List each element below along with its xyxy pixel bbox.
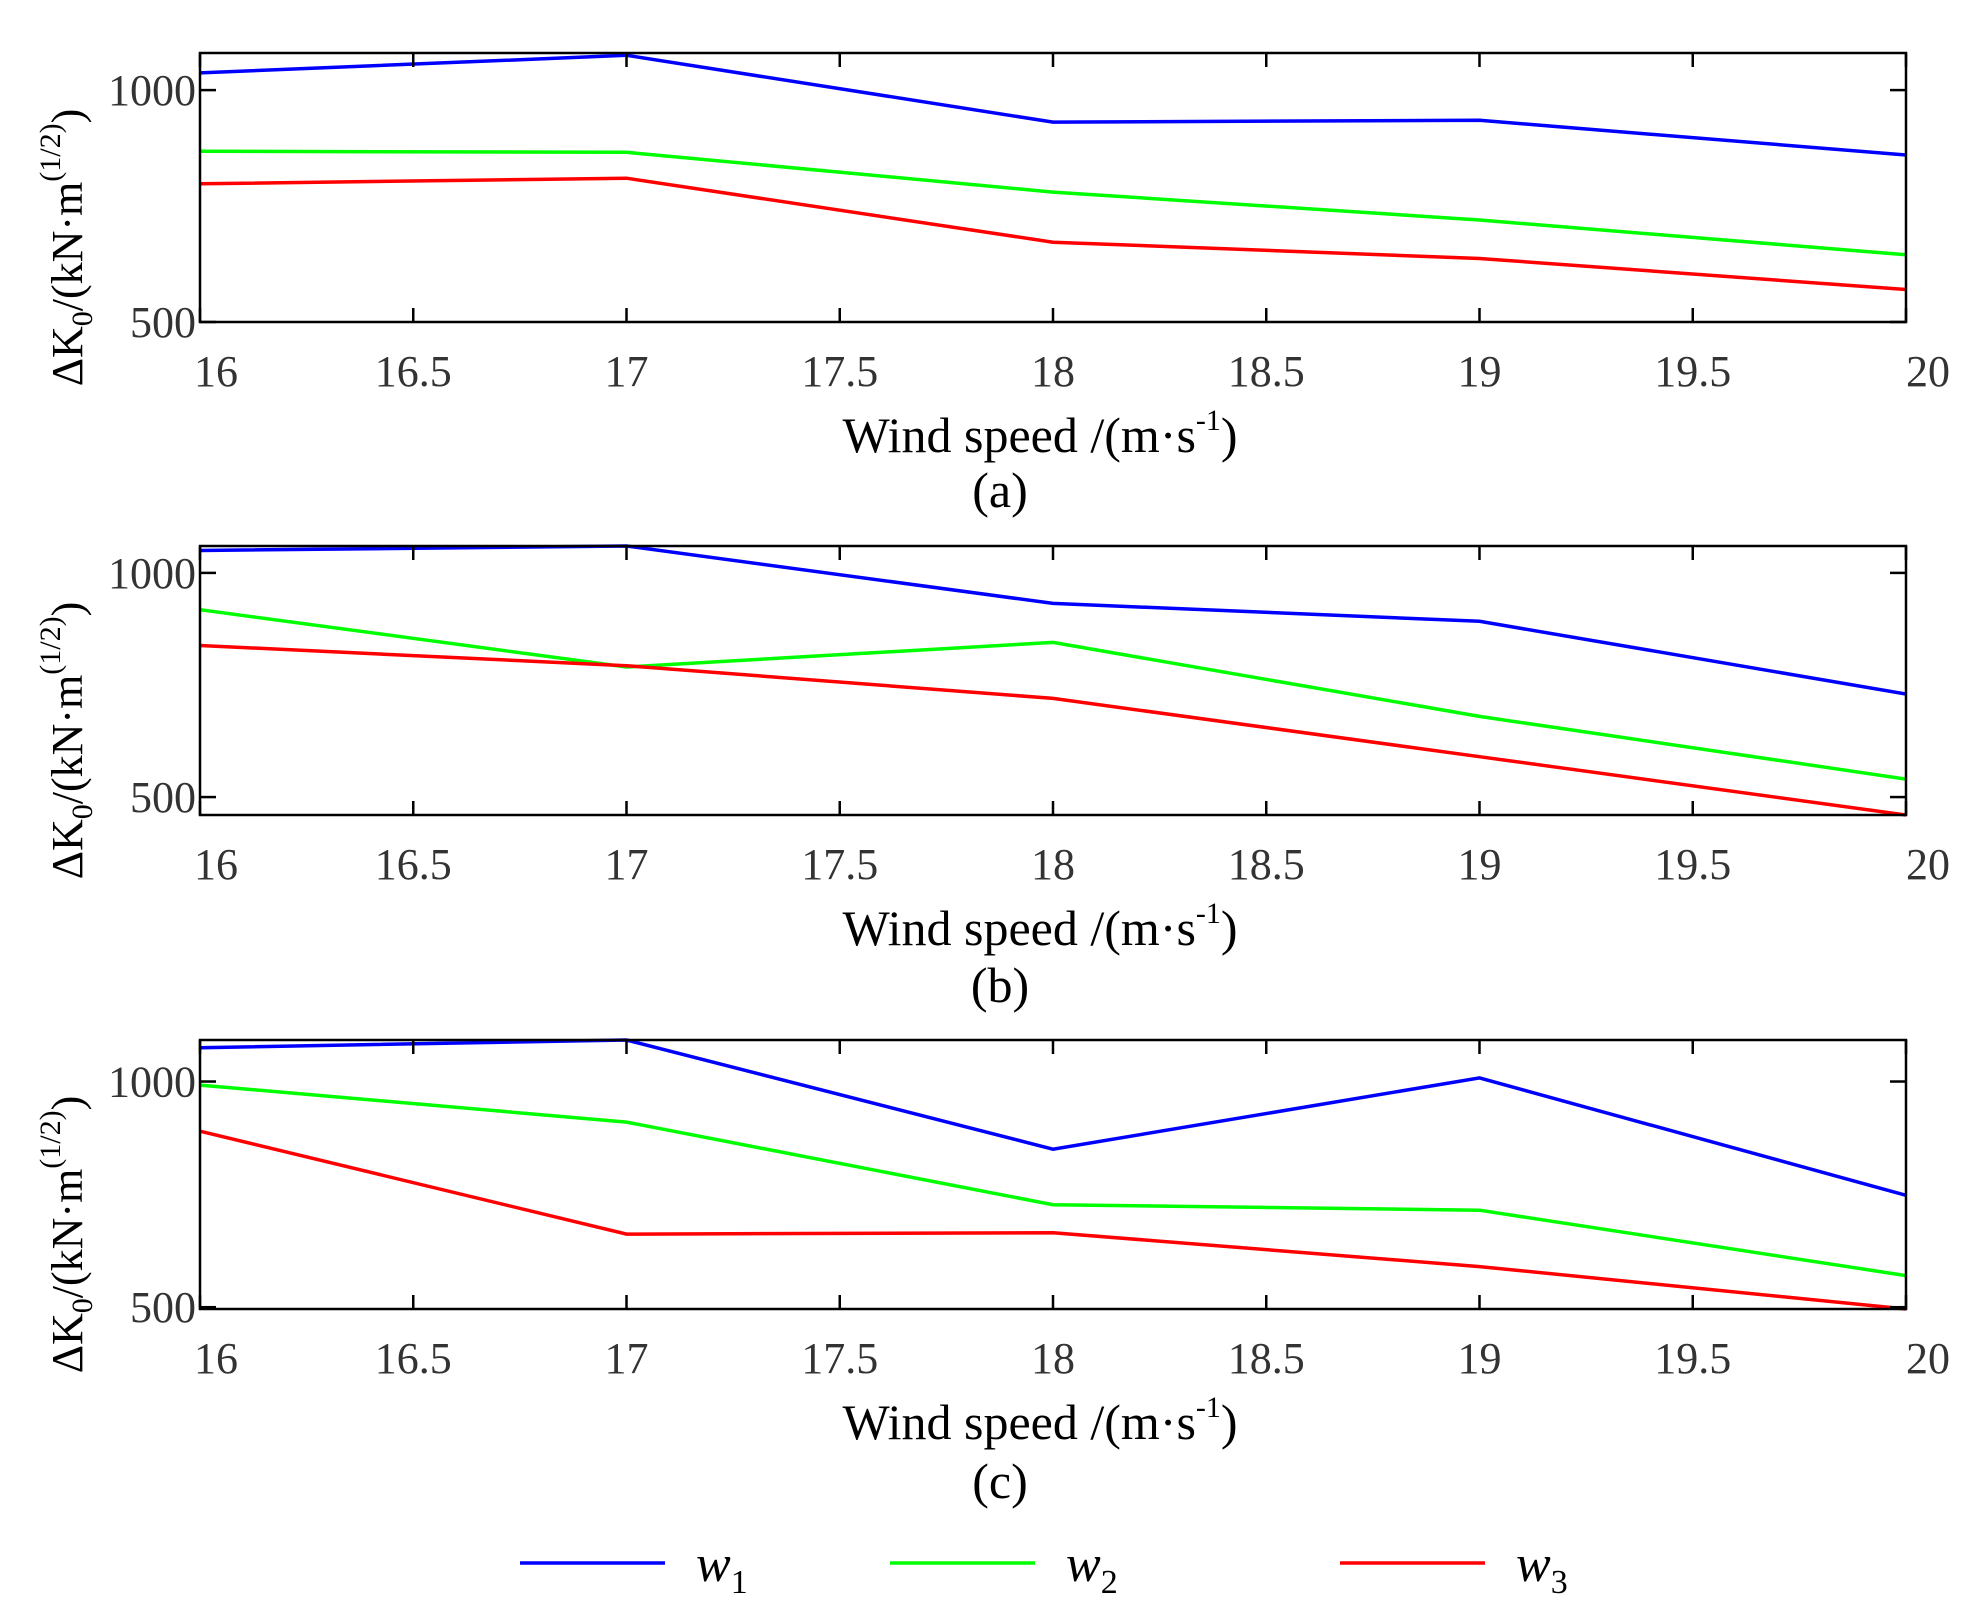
y-tick-label: 1000 [108, 66, 196, 115]
x-tick-label: 17 [605, 1334, 649, 1383]
series-line-w1 [199, 53, 1907, 157]
x-tick-label: 16.5 [375, 840, 452, 889]
legend-item-w2: w2 [890, 1536, 1118, 1601]
legend-item-w3: w3 [1340, 1536, 1568, 1601]
series-line-w3 [199, 643, 1907, 817]
x-tick-label: 16.5 [375, 1334, 452, 1383]
series-line-w1 [199, 1038, 1907, 1197]
x-tick-label: 16.5 [375, 347, 452, 396]
x-axis-title: Wind speed /(m·s-1) [842, 897, 1237, 956]
x-tick-label: 19.5 [1654, 1334, 1731, 1383]
x-tick-label: 17.5 [801, 1334, 878, 1383]
y-tick-label: 500 [130, 773, 196, 822]
y-axis-title: ΔK0/(kN·m(1/2)) [34, 109, 99, 387]
x-tick-label: 16 [194, 347, 238, 396]
series-line-w1 [199, 544, 1907, 696]
x-tick-label: 18 [1031, 840, 1075, 889]
y-axis-title: ΔK0/(kN·m(1/2)) [34, 1096, 99, 1374]
x-tick-label: 18.5 [1228, 347, 1305, 396]
panel-2: 500 1000 16 16.5 17 17.5 18 18.5 19 19.5 20 Wind sp… [34, 544, 1950, 1013]
x-tick-label: 18.5 [1228, 1334, 1305, 1383]
panel-3: 500 1000 16 16.5 17 17.5 18 18.5 19 19.5 20 Wind sp… [34, 1038, 1950, 1509]
plot-frame [198, 1038, 1908, 1311]
x-tick-label: 19 [1458, 1334, 1502, 1383]
x-tick-label: 18 [1031, 347, 1075, 396]
x-axis-title: Wind speed /(m·s-1) [842, 1391, 1237, 1450]
y-tick-label: 1000 [108, 549, 196, 598]
legend-label: w3 [1516, 1536, 1568, 1601]
series-line-w2 [199, 607, 1907, 781]
x-tick-label: 19 [1458, 347, 1502, 396]
x-tick-label: 20 [1906, 347, 1950, 396]
legend: w1 w2 w3 [520, 1536, 1568, 1601]
panel-caption: (b) [971, 957, 1029, 1013]
x-tick-label: 19 [1458, 840, 1502, 889]
x-axis-title: Wind speed /(m·s-1) [842, 404, 1237, 463]
plots-group: 500 1000 16 16.5 17 17.5 18 18.5 19 19.5 20 Wind sp… [34, 51, 1950, 1509]
series-line-w3 [199, 1129, 1907, 1311]
y-tick-label: 500 [130, 298, 196, 347]
series-line-w2 [199, 1083, 1907, 1278]
x-tick-label: 17 [605, 840, 649, 889]
x-tick-label: 16 [194, 1334, 238, 1383]
plot-frame [198, 544, 1908, 817]
legend-label: w1 [696, 1536, 748, 1601]
x-tick-label: 16 [194, 840, 238, 889]
y-axis-title: ΔK0/(kN·m(1/2)) [34, 602, 99, 880]
x-tick-label: 19.5 [1654, 347, 1731, 396]
legend-item-w1: w1 [520, 1536, 748, 1601]
x-tick-label: 17.5 [801, 347, 878, 396]
panel-caption: (c) [972, 1453, 1028, 1509]
panel-1: 500 1000 16 16.5 17 17.5 18 18.5 19 19.5 20 Wind sp… [34, 51, 1950, 518]
x-tick-label: 18.5 [1228, 840, 1305, 889]
x-tick-label: 17.5 [801, 840, 878, 889]
x-tick-label: 20 [1906, 1334, 1950, 1383]
x-tick-label: 17 [605, 347, 649, 396]
x-tick-label: 19.5 [1654, 840, 1731, 889]
series-line-w3 [199, 176, 1907, 292]
y-tick-label: 1000 [108, 1058, 196, 1107]
plot-frame [198, 51, 1908, 324]
series-line-w2 [199, 149, 1907, 257]
legend-label: w2 [1066, 1536, 1118, 1601]
x-tick-label: 18 [1031, 1334, 1075, 1383]
panel-caption: (a) [972, 462, 1028, 518]
x-tick-label: 20 [1906, 840, 1950, 889]
y-tick-label: 500 [130, 1283, 196, 1332]
